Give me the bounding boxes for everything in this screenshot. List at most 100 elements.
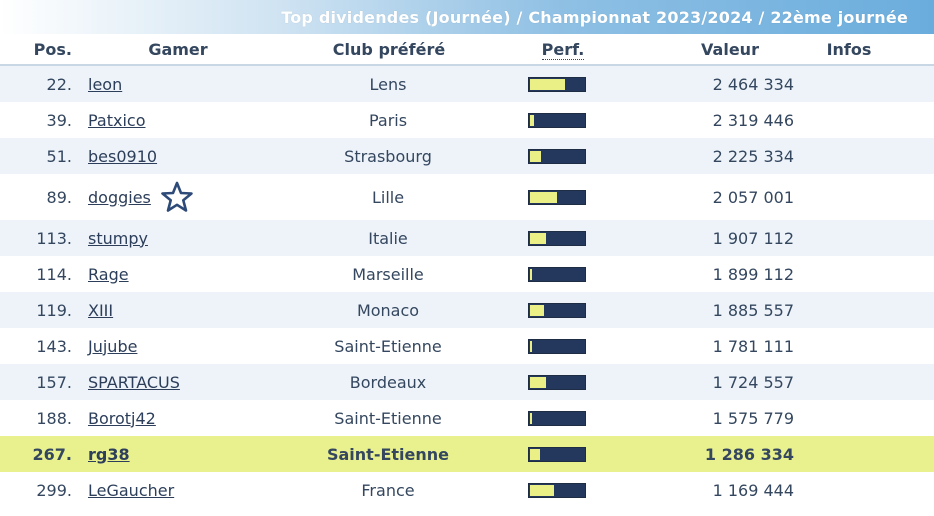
- row-pos: 143.: [36, 336, 72, 356]
- row-club: France: [361, 480, 415, 500]
- row-gamer: bes0910: [88, 147, 268, 166]
- row-perf: [508, 410, 618, 426]
- row-gamer: rg38: [88, 445, 268, 464]
- row-value: 1 286 334: [704, 444, 794, 464]
- perf-bar-fill: [530, 150, 541, 162]
- table-row: 299. LeGaucher France 1 169 444: [0, 472, 934, 508]
- row-perf: [508, 374, 618, 390]
- row-value: 1 169 444: [712, 480, 794, 500]
- row-club: Saint-Etienne: [334, 336, 442, 356]
- row-pos: 114.: [36, 264, 72, 284]
- gamer-link[interactable]: Rage: [88, 264, 129, 284]
- row-club: Saint-Etienne: [326, 444, 450, 464]
- table-row: 89. doggies Lille 2 057 001: [0, 174, 934, 220]
- perf-bar: [528, 266, 586, 282]
- star-outline-icon[interactable]: [161, 181, 193, 213]
- row-club: Marseille: [352, 264, 424, 284]
- row-perf: [508, 266, 618, 282]
- row-pos: 89.: [46, 187, 72, 207]
- header-perf[interactable]: Perf.: [500, 39, 626, 60]
- row-gamer: doggies: [88, 181, 268, 213]
- perf-bar: [528, 446, 586, 462]
- banner-title: Top dividendes (Journée) / Championnat 2…: [281, 8, 908, 27]
- header-info: Infos: [826, 39, 872, 59]
- row-pos: 22.: [46, 74, 72, 94]
- row-gamer: leon: [88, 75, 268, 94]
- row-club: Paris: [368, 110, 408, 130]
- gamer-link[interactable]: XIII: [88, 300, 114, 320]
- header-pos: Pos.: [33, 39, 72, 59]
- row-club: Bordeaux: [349, 372, 427, 392]
- perf-bar: [528, 338, 586, 354]
- gamer-link[interactable]: leon: [88, 74, 123, 94]
- perf-bar-fill: [530, 448, 540, 460]
- perf-bar-fill: [530, 268, 532, 280]
- row-pos: 267.: [32, 444, 72, 464]
- row-gamer: LeGaucher: [88, 481, 268, 500]
- table-row: 119. XIII Monaco 1 885 557: [0, 292, 934, 328]
- row-pos: 188.: [36, 408, 72, 428]
- row-value: 1 781 111: [712, 336, 794, 356]
- perf-bar: [528, 112, 586, 128]
- perf-bar: [528, 189, 586, 205]
- row-gamer: SPARTACUS: [88, 373, 268, 392]
- gamer-link[interactable]: Borotj42: [88, 408, 156, 428]
- gamer-link[interactable]: SPARTACUS: [88, 372, 180, 392]
- row-club: Lille: [371, 187, 405, 207]
- gamer-link[interactable]: LeGaucher: [88, 480, 175, 500]
- table-body: 22. leon Lens 2 464 334 39. Patxico Paris 2 319…: [0, 66, 934, 508]
- header-gamer: Gamer: [148, 39, 208, 59]
- row-club: Strasbourg: [344, 146, 432, 166]
- table-row: 39. Patxico Paris 2 319 446: [0, 102, 934, 138]
- row-gamer: Rage: [88, 265, 268, 284]
- row-pos: 39.: [46, 110, 72, 130]
- perf-bar: [528, 482, 586, 498]
- table-row: 113. stumpy Italie 1 907 112: [0, 220, 934, 256]
- perf-bar: [528, 410, 586, 426]
- table-row: 188. Borotj42 Saint-Etienne 1 575 779: [0, 400, 934, 436]
- row-club: Lens: [369, 74, 407, 94]
- row-perf: [508, 338, 618, 354]
- row-pos: 299.: [36, 480, 72, 500]
- page-banner: Top dividendes (Journée) / Championnat 2…: [0, 0, 934, 34]
- row-perf: [508, 482, 618, 498]
- row-club: Saint-Etienne: [334, 408, 442, 428]
- gamer-link[interactable]: Patxico: [88, 110, 146, 130]
- table-header: Pos. Gamer Club préféré Perf. Valeur Inf…: [0, 34, 934, 66]
- gamer-link[interactable]: rg38: [88, 444, 130, 464]
- row-perf: [508, 148, 618, 164]
- row-perf: [508, 189, 618, 205]
- row-value: 2 057 001: [712, 187, 794, 207]
- perf-bar-fill: [530, 78, 565, 90]
- perf-bar-fill: [530, 191, 557, 203]
- row-perf: [508, 302, 618, 318]
- row-club: Monaco: [356, 300, 420, 320]
- row-value: 1 724 557: [712, 372, 794, 392]
- row-pos: 113.: [36, 228, 72, 248]
- perf-bar-fill: [530, 484, 554, 496]
- row-value: 1 575 779: [712, 408, 794, 428]
- row-value: 1 907 112: [712, 228, 794, 248]
- gamer-link[interactable]: doggies: [88, 187, 151, 207]
- gamer-link[interactable]: Jujube: [88, 336, 138, 356]
- row-pos: 157.: [36, 372, 72, 392]
- row-perf: [508, 230, 618, 246]
- gamer-link[interactable]: stumpy: [88, 228, 148, 248]
- perf-bar-fill: [530, 232, 546, 244]
- table-row: 114. Rage Marseille 1 899 112: [0, 256, 934, 292]
- row-perf: [508, 112, 618, 128]
- row-gamer: Patxico: [88, 111, 268, 130]
- row-value: 2 319 446: [712, 110, 794, 130]
- header-club: Club préféré: [332, 39, 446, 59]
- perf-bar-fill: [530, 412, 532, 424]
- row-gamer: stumpy: [88, 229, 268, 248]
- header-perf-label: Perf.: [541, 39, 585, 60]
- table-row: 143. Jujube Saint-Etienne 1 781 111: [0, 328, 934, 364]
- perf-bar-fill: [530, 304, 544, 316]
- row-value: 2 225 334: [712, 146, 794, 166]
- row-pos: 51.: [46, 146, 72, 166]
- gamer-link[interactable]: bes0910: [88, 146, 158, 166]
- table-row: 157. SPARTACUS Bordeaux 1 724 557: [0, 364, 934, 400]
- row-perf: [508, 446, 618, 462]
- table-row: 22. leon Lens 2 464 334: [0, 66, 934, 102]
